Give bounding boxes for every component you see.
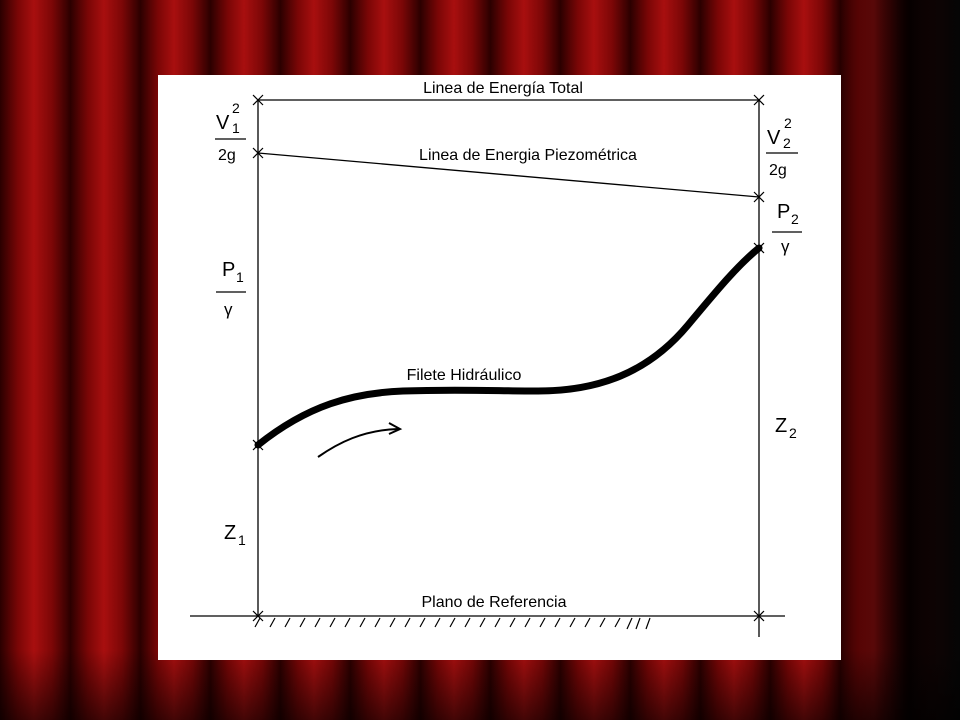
flow-arrowhead	[388, 422, 403, 435]
z1-subscript: 1	[238, 532, 246, 548]
v1-denominator: 2g	[218, 147, 236, 164]
velocity-head-right: V 2 2 2g	[766, 115, 798, 179]
p1-symbol: P	[222, 259, 235, 281]
v2-denominator: 2g	[769, 162, 787, 179]
piezometric-line	[257, 152, 760, 198]
elevation-head-left: Z 1	[224, 522, 246, 548]
reference-plane-label: Plano de Referencia	[422, 594, 567, 611]
diagram-panel: Linea de Energía Total Linea de Energia …	[158, 75, 841, 660]
hydraulic-filament-curve	[254, 244, 763, 449]
total-energy-line-label: Linea de Energía Total	[423, 80, 583, 97]
v2-symbol: V	[767, 127, 781, 149]
z2-symbol: Z	[775, 415, 787, 437]
v1-subscript: 1	[232, 120, 240, 136]
v2-exponent: 2	[784, 115, 792, 131]
p1-subscript: 1	[236, 269, 244, 285]
flow-arrow	[317, 428, 399, 458]
hydraulic-filament-label: Filete Hidráulico	[407, 367, 522, 384]
point-markers	[252, 94, 765, 622]
curtain-shadow-right	[830, 0, 960, 720]
piezometric-line-label: Linea de Energia Piezométrica	[419, 147, 637, 164]
p2-denominator: γ	[781, 237, 790, 256]
v1-exponent: 2	[232, 100, 240, 116]
energy-diagram: Linea de Energía Total Linea de Energia …	[190, 80, 802, 637]
v2-subscript: 2	[783, 135, 791, 151]
ground-hatching	[254, 617, 651, 630]
p1-denominator: γ	[224, 300, 233, 319]
elevation-head-right: Z 2	[775, 415, 797, 441]
z1-symbol: Z	[224, 522, 236, 544]
v1-symbol: V	[216, 112, 230, 134]
pressure-head-left: P 1 γ	[216, 259, 246, 319]
curtain-shadow-bottom	[0, 650, 960, 720]
p2-subscript: 2	[791, 211, 799, 227]
z2-subscript: 2	[789, 425, 797, 441]
velocity-head-left: V 1 2 2g	[215, 100, 246, 164]
p2-symbol: P	[777, 201, 790, 223]
pressure-head-right: P 2 γ	[772, 201, 802, 256]
